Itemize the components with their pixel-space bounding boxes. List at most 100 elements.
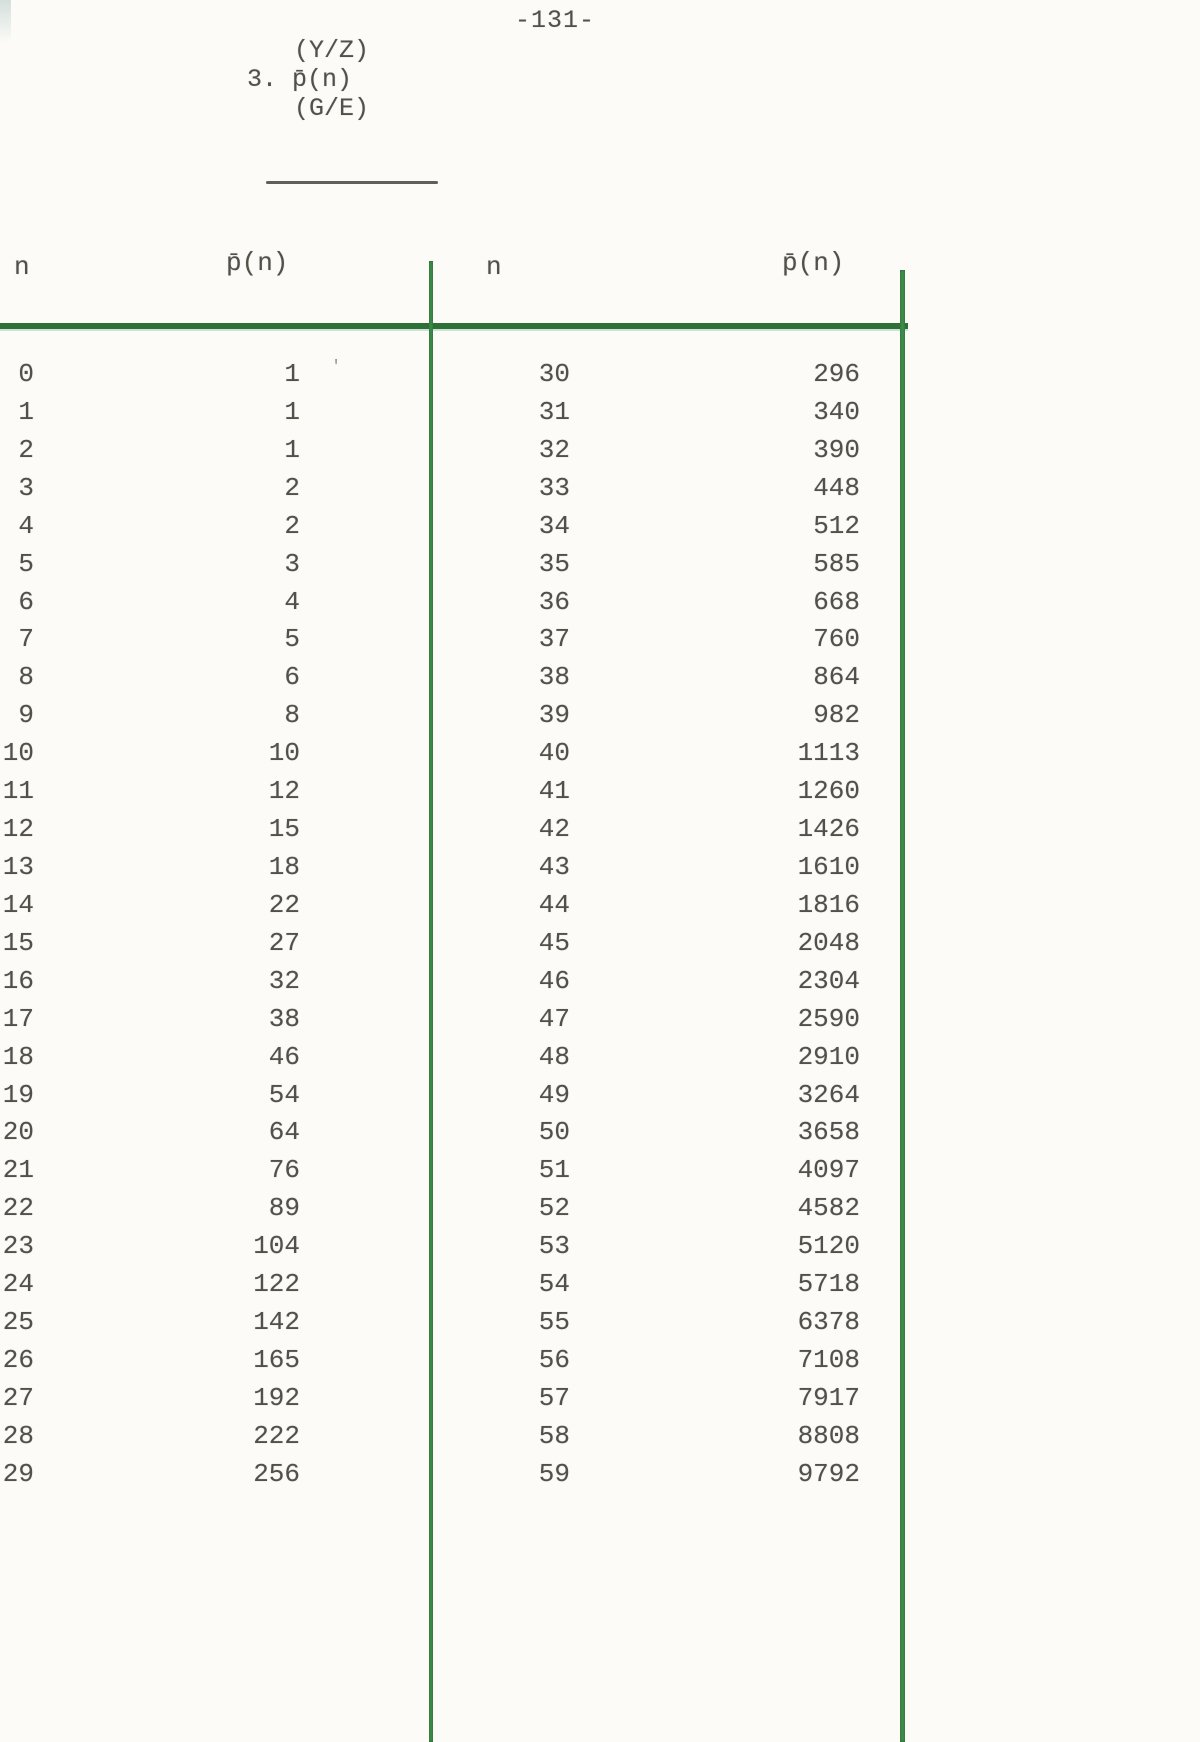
p-value-cell: 4582 [797,1193,860,1224]
table-row: 29 256 59 9792 [0,1456,1200,1494]
p-value-cell: 8808 [797,1420,860,1451]
p-value-cell: 1260 [797,776,860,807]
p-value-cell: 104 [253,1231,300,1262]
table-row: 25 142 55 6378 [0,1304,1200,1342]
table-row: 13 18 43 1610 [0,849,1200,887]
n-cell: 50 [538,1117,570,1148]
n-cell: 16 [2,965,34,996]
n-cell: 20 [2,1117,34,1148]
n-cell: 33 [538,472,570,503]
p-value-cell: 256 [253,1458,300,1489]
title-main: 3. p̄(n) [247,65,353,94]
p-value-cell: 4097 [797,1155,860,1186]
p-value-cell: 3 [284,548,300,579]
n-cell: 21 [2,1155,34,1186]
table-row: 7 5 37 760 [0,621,1200,659]
n-cell: 57 [538,1382,570,1413]
p-value-cell: 32 [268,965,300,996]
scan-stray-mark: ' [331,358,342,377]
n-cell: 13 [2,851,34,882]
n-cell: 14 [2,889,34,920]
n-cell: 37 [538,624,570,655]
p-value-cell: 668 [813,586,860,617]
column-header-p-right: p̄(n) [782,248,845,278]
table-row: 23 104 53 5120 [0,1228,1200,1266]
p-value-cell: 982 [813,700,860,731]
n-cell: 56 [538,1344,570,1375]
column-header-p-left: p̄(n) [226,248,289,278]
p-value-cell: 46 [268,1041,300,1072]
p-value-cell: 18 [268,851,300,882]
p-value-cell: 222 [253,1420,300,1451]
p-value-cell: 340 [813,396,860,427]
table-row: 18 46 48 2910 [0,1039,1200,1077]
table-rows: 0 1 30 296 1 1 31 340 2 1 32 390 3 2 33 448 4 2 34 512 5 3 35 5… [0,356,1200,1494]
n-cell: 11 [2,776,34,807]
p-value-cell: 296 [813,359,860,389]
p-value-cell: 6378 [797,1307,860,1338]
n-cell: 46 [538,965,570,996]
n-cell: 43 [538,851,570,882]
table-row: 5 3 35 585 [0,546,1200,584]
n-cell: 10 [2,738,34,769]
table-row: 20 64 50 3658 [0,1114,1200,1152]
title-underline [266,181,438,184]
n-cell: 53 [538,1231,570,1262]
table-row: 6 4 36 668 [0,584,1200,622]
table-row: 19 54 49 3264 [0,1077,1200,1115]
p-value-cell: 1 [284,396,300,427]
p-value-cell: 15 [268,814,300,845]
column-header-n-left: n [14,252,30,282]
n-cell: 4 [18,510,34,541]
n-cell: 44 [538,889,570,920]
p-value-cell: 760 [813,624,860,655]
n-cell: 49 [538,1079,570,1110]
table-row: 26 165 56 7108 [0,1342,1200,1380]
table-row: 12 15 42 1426 [0,811,1200,849]
n-cell: 45 [538,927,570,958]
table-row: 21 76 51 4097 [0,1152,1200,1190]
column-header-n-right: n [486,252,502,282]
n-cell: 6 [18,586,34,617]
table-row: 4 2 34 512 [0,508,1200,546]
p-value-cell: 3658 [797,1117,860,1148]
p-value-cell: 5 [284,624,300,655]
p-value-cell: 3264 [797,1079,860,1110]
table-row: 24 122 54 5718 [0,1266,1200,1304]
p-value-cell: 2 [284,510,300,541]
n-cell: 12 [2,814,34,845]
n-cell: 54 [538,1269,570,1300]
p-value-cell: 12 [268,776,300,807]
n-cell: 31 [538,396,570,427]
p-value-cell: 864 [813,662,860,693]
p-value-cell: 1 [284,434,300,465]
table-row: 2 1 32 390 [0,432,1200,470]
n-cell: 19 [2,1079,34,1110]
p-value-cell: 122 [253,1269,300,1300]
n-cell: 23 [2,1231,34,1262]
section-title: (Y/Z) 3. p̄(n) (G/E) [247,36,369,123]
p-value-cell: 2 [284,472,300,503]
p-value-cell: 1 [284,359,300,389]
p-value-cell: 6 [284,662,300,693]
table-row: 27 192 57 7917 [0,1380,1200,1418]
n-cell: 36 [538,586,570,617]
n-cell: 1 [18,396,34,427]
p-value-cell: 1610 [797,851,860,882]
p-value-cell: 64 [268,1117,300,1148]
p-value-cell: 1816 [797,889,860,920]
n-cell: 28 [2,1420,34,1451]
p-value-cell: 448 [813,472,860,503]
n-cell: 29 [2,1458,34,1489]
n-cell: 40 [538,738,570,769]
n-cell: 51 [538,1155,570,1186]
p-value-cell: 585 [813,548,860,579]
p-value-cell: 38 [268,1003,300,1034]
table-row: 28 222 58 8808 [0,1418,1200,1456]
p-value-cell: 512 [813,510,860,541]
p-value-cell: 27 [268,927,300,958]
table-divider-right [900,270,905,1742]
n-cell: 9 [18,700,34,731]
table-row: 16 32 46 2304 [0,963,1200,1001]
